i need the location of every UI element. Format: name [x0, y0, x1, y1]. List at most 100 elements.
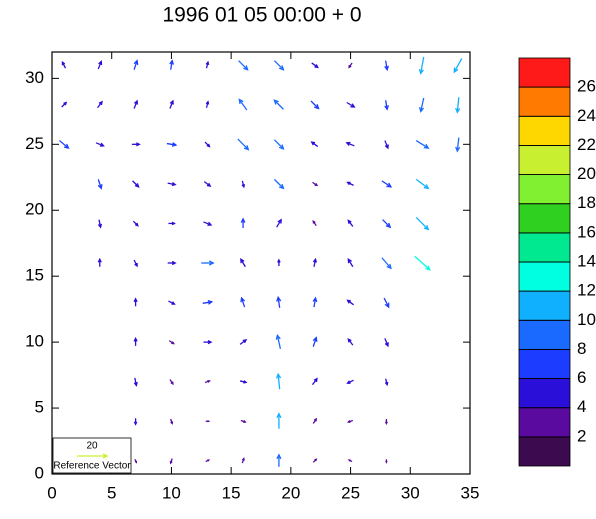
x-tick-label: 30: [401, 483, 420, 502]
vector: [347, 459, 353, 463]
arrow-head: [277, 218, 282, 224]
arrow-head: [205, 60, 210, 66]
vector: [381, 180, 393, 188]
arrow-head: [384, 302, 390, 309]
reference-vector: [77, 453, 109, 459]
arrow-head: [170, 421, 174, 425]
vector: [273, 60, 285, 71]
vector: [166, 142, 178, 147]
arrow-head: [134, 183, 140, 188]
vector: [203, 181, 212, 187]
arrow-shaft: [381, 180, 392, 188]
vector: [419, 97, 425, 113]
arrow-head: [278, 65, 285, 71]
arrow-shaft: [313, 297, 317, 308]
vector: [384, 378, 389, 387]
arrow-head: [240, 217, 246, 223]
arrow-shaft: [420, 97, 425, 112]
arrow-shaft: [276, 219, 282, 228]
arrow-head: [385, 460, 388, 464]
y-tick-label: 30: [25, 68, 44, 87]
vector: [204, 141, 211, 148]
arrow-head: [347, 459, 351, 462]
vector: [170, 418, 174, 425]
arrow-head: [97, 223, 103, 229]
arrow-shaft: [273, 139, 284, 150]
arrow-head: [171, 260, 177, 266]
arrow-head: [347, 337, 352, 343]
vector: [205, 459, 211, 463]
vector: [205, 420, 211, 423]
vector: [414, 255, 431, 271]
colorbar-label: 14: [577, 251, 596, 270]
arrow-head: [346, 299, 351, 304]
arrow-head: [314, 64, 319, 69]
x-tick-label: 25: [341, 483, 360, 502]
arrow-shaft: [420, 56, 425, 74]
vector: [346, 299, 354, 306]
arrow-shaft: [202, 301, 212, 304]
y-tick-label: 15: [25, 266, 44, 285]
vector: [276, 295, 282, 308]
x-tick-label: 0: [47, 483, 56, 502]
vector: [312, 336, 318, 347]
arrow-head: [273, 99, 279, 105]
vector: [169, 99, 174, 109]
arrow-head: [207, 459, 211, 462]
plot-frame: [51, 51, 471, 475]
arrow-head: [276, 412, 282, 419]
vector: [345, 141, 355, 147]
arrow-shaft: [414, 255, 431, 271]
vector: [97, 219, 103, 229]
arrow-head: [384, 105, 389, 111]
arrow-head: [171, 142, 178, 147]
arrow-head: [278, 183, 285, 190]
y-tick-label: 5: [35, 398, 44, 417]
arrow-head: [134, 222, 139, 227]
arrow-head: [98, 60, 103, 66]
arrow-head: [314, 182, 319, 187]
arrow-head: [61, 60, 66, 66]
vector: [95, 142, 105, 147]
vector: [203, 340, 213, 345]
arrow-head: [384, 144, 389, 150]
vector: [133, 59, 139, 70]
vector: [168, 221, 176, 226]
arrow-shaft: [456, 97, 460, 113]
colorbar-box: [518, 378, 571, 409]
arrow-head: [276, 453, 282, 460]
arrow-head: [207, 299, 214, 305]
vector: [311, 62, 319, 69]
arrow-shaft: [276, 335, 282, 350]
vector: [97, 179, 103, 190]
arrow-head: [347, 258, 352, 264]
colorbar-box: [518, 145, 571, 175]
colorbar-label: 22: [577, 135, 596, 154]
vector: [312, 257, 318, 267]
colorbar-box: [518, 86, 571, 117]
vector: [204, 379, 211, 384]
vector: [133, 418, 138, 426]
arrow-head: [346, 380, 351, 384]
vector: [238, 98, 248, 111]
vector: [238, 60, 249, 71]
arrow-shaft: [381, 257, 392, 269]
x-tick-label: 20: [281, 483, 300, 502]
vector: [240, 217, 246, 228]
x-tick-label: 5: [107, 483, 116, 502]
vector: [169, 379, 174, 386]
arrow-head: [384, 421, 388, 425]
arrow-head: [102, 453, 109, 459]
arrow-head: [170, 381, 174, 386]
arrow-head: [242, 339, 248, 344]
arrow-shaft: [415, 216, 429, 230]
arrow-head: [205, 100, 210, 105]
colorbar-box: [518, 407, 571, 438]
vector: [311, 377, 318, 386]
vector: [239, 339, 248, 345]
vector: [275, 333, 282, 350]
arrow-shaft: [312, 337, 317, 347]
x-tick-label: 15: [222, 483, 241, 502]
arrow-head: [240, 258, 245, 264]
vector: [133, 336, 138, 346]
